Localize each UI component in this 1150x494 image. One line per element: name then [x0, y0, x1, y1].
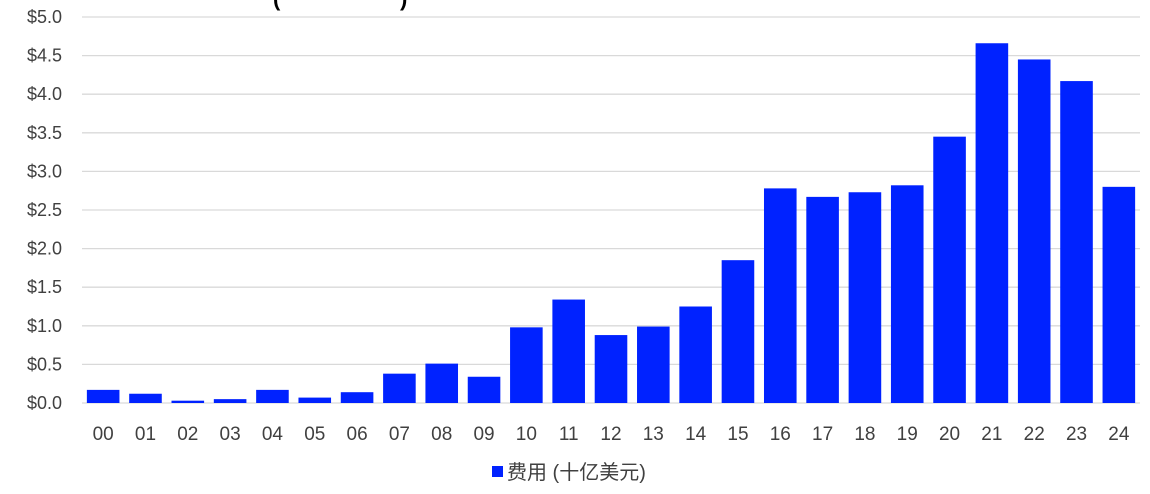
x-tick-label: 22 [1024, 424, 1045, 445]
bar [637, 326, 670, 403]
y-tick-label: $0.5 [27, 354, 62, 374]
x-tick-label: 05 [304, 424, 325, 445]
x-tick-label: 04 [262, 424, 284, 445]
bar [467, 376, 501, 403]
x-tick-label: 01 [135, 424, 156, 445]
x-tick-label: 02 [177, 424, 198, 445]
bar [890, 185, 924, 403]
bar [340, 392, 374, 403]
x-axis: 00 01 02 03 04 05 06 07 08 09 10 11 12 13 14 15 16 17 18 19… [93, 424, 1130, 445]
y-tick-label: $4.5 [27, 46, 62, 66]
bar [975, 43, 1009, 404]
legend-swatch [492, 466, 503, 477]
y-tick-label: $3.5 [27, 123, 62, 143]
bar [298, 397, 332, 403]
x-tick-label: 08 [431, 424, 452, 445]
x-tick-label: 24 [1108, 424, 1130, 445]
x-tick-label: 14 [685, 424, 707, 445]
x-tick-label: 13 [643, 424, 664, 445]
y-axis: $0.0 $0.5 $1.0 $1.5 $2.0 $2.5 $3.0 $3.5 $4.0 $4.5… [27, 7, 62, 413]
bar [594, 335, 628, 403]
bar [383, 373, 416, 403]
chart-title-fragment-open: ( [273, 0, 281, 11]
bar [1060, 81, 1093, 404]
bar-series [86, 43, 1136, 404]
legend: 费用 (十亿美元) [492, 461, 646, 484]
bar [129, 393, 162, 403]
y-tick-label: $1.0 [27, 316, 62, 336]
x-tick-label: 12 [600, 424, 621, 445]
x-tick-label: 19 [897, 424, 918, 445]
bar [848, 192, 882, 403]
bar [552, 299, 585, 403]
bar [763, 188, 797, 403]
y-tick-label: $1.5 [27, 277, 62, 297]
x-tick-label: 18 [854, 424, 875, 445]
bar [425, 363, 459, 403]
gridlines [82, 16, 1140, 404]
x-tick-label: 11 [559, 424, 579, 445]
x-tick-label: 17 [812, 424, 833, 445]
y-tick-label: $2.0 [27, 239, 62, 259]
x-tick-label: 03 [220, 424, 241, 445]
x-tick-label: 07 [389, 424, 410, 445]
chart-title-fragment-close: ) [400, 0, 407, 11]
bar [933, 136, 966, 403]
y-tick-label: $0.0 [27, 393, 62, 413]
bar [256, 389, 289, 403]
y-tick-label: $5.0 [27, 7, 62, 27]
legend-label: 费用 (十亿美元) [507, 461, 646, 484]
x-tick-label: 20 [939, 424, 960, 445]
x-tick-label: 09 [473, 424, 494, 445]
x-tick-label: 06 [347, 424, 368, 445]
bar [1102, 186, 1136, 403]
x-tick-label: 10 [516, 424, 537, 445]
bar [721, 260, 755, 403]
bar [679, 306, 712, 403]
x-tick-label: 15 [727, 424, 748, 445]
bar [806, 196, 839, 403]
bar [171, 400, 205, 403]
x-tick-label: 00 [93, 424, 114, 445]
x-tick-label: 16 [770, 424, 791, 445]
y-tick-label: $4.0 [27, 84, 62, 104]
y-tick-label: $2.5 [27, 200, 62, 220]
bar [1017, 59, 1051, 404]
bar [213, 399, 247, 403]
bar [510, 327, 543, 403]
x-tick-label: 21 [981, 424, 1002, 445]
x-tick-label: 23 [1066, 424, 1087, 445]
y-tick-label: $3.0 [27, 161, 62, 181]
bar [86, 389, 120, 403]
